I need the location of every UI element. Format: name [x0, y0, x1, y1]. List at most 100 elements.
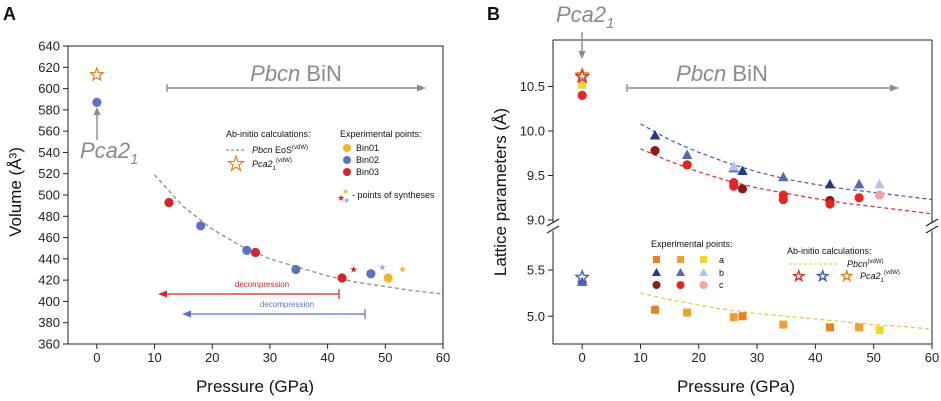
panel-a-ytick-label: 520 [38, 166, 60, 181]
panel-a-point-bin02 [92, 97, 102, 108]
legend-b-abinitio-title: Ab-initio calculations: [787, 246, 872, 256]
panel-b-point-b-bin02 [576, 276, 588, 287]
panel-a-ytick-label: 480 [38, 209, 60, 224]
panel-b-ytick-label: 10.5 [520, 79, 545, 94]
legend-a-bin02 [677, 256, 684, 263]
panel-b-ylabel: Lattice parameters (Å) [491, 108, 510, 276]
panel-a-point-bin03 [337, 273, 347, 283]
panel-b-point-a-bin02 [729, 313, 738, 322]
panel-a-xtick-label: 40 [320, 350, 334, 365]
panel-a-label: A [3, 4, 16, 24]
panel-a-xlabel: Pressure (GPa) [196, 377, 314, 396]
legend-row-b: b [719, 268, 724, 278]
panel-b-break-mark-right [925, 225, 939, 234]
legend-b-star-red: ☆ [792, 268, 805, 285]
panel-b-point-b-bin03 [737, 165, 748, 176]
panel-b-legend-abinitio: Ab-initio calculations: Pbcn(vdW) ☆ ☆ ☆ … [787, 246, 900, 285]
panel-b-label: B [487, 4, 500, 24]
legend-synth-star-red: ★ [337, 193, 345, 203]
panel-b-point-c-bin02 [682, 160, 692, 170]
panel-a-point-bin03 [164, 197, 174, 208]
panel-a-xtick-label: 10 [147, 350, 161, 365]
panel-a-ytick-label: 420 [38, 273, 60, 288]
panel-b-point-a-bin02 [779, 320, 788, 329]
legend-a-bin01 [700, 256, 707, 263]
panel-b-xtick-label: 40 [808, 350, 822, 365]
panel-a-xtick-label: 50 [378, 350, 392, 365]
panel-a-ytick-label: 360 [38, 337, 60, 352]
panel-a-ytick-label: 400 [38, 294, 60, 309]
legend-bin02-marker [343, 156, 351, 164]
panel-b-xtick-label: 20 [692, 350, 706, 365]
panel-b-marks [574, 66, 933, 335]
panel-b-point-c-bin03 [650, 145, 660, 156]
panel-a-ytick-label: 580 [38, 102, 60, 117]
legend-pca-star [226, 154, 246, 172]
panel-b-break-mark-right [925, 218, 939, 227]
legend-synth-star-orange: ★ [342, 187, 349, 196]
legend-bin02-label: Bin02 [356, 155, 379, 165]
legend-c-bin02 [676, 281, 685, 289]
panel-a-point-pca2-ab-initio- [88, 66, 105, 82]
legend-bin03-marker [343, 168, 351, 176]
panel-b-point-c-bin02 [778, 194, 788, 205]
panel-b-xtick-label: 10 [633, 350, 647, 365]
panel-b-xtick-label: 0 [579, 350, 586, 365]
panel-b-point-c-bin01 [874, 190, 885, 200]
panel-a-synthesis-star [399, 265, 406, 273]
panel-b-curve-a [640, 292, 933, 330]
panel-a-synthesis-star [350, 265, 357, 273]
panel-b-point-b-bin03 [824, 178, 836, 189]
panel-b-ytick-label: 5.0 [527, 309, 545, 324]
panel-a-ytick-label: 600 [38, 81, 60, 96]
legend-b-pbcn-label: Pbcn(vdW) [847, 259, 884, 269]
panel-a-decompression-red-label: decompression [235, 280, 289, 289]
panel-b-ytick-label: 9.5 [527, 168, 545, 183]
legend-b-exp-title: Experimental points: [651, 239, 733, 249]
panel-b-low-phase-arrow [578, 32, 586, 59]
panel-a-ytick-label: 620 [38, 60, 60, 75]
panel-b-point-c-bin03 [737, 184, 748, 194]
legend-b-pca-label: Pca21(vdW) [860, 270, 900, 284]
legend-eos-label: Pbcn EoS(vdW) [252, 145, 308, 155]
legend-bin01-marker [343, 144, 351, 152]
panel-b-point-b-bin02 [853, 178, 865, 189]
panel-b-point-a-bin02 [683, 308, 692, 317]
panel-b-pca-star [574, 66, 591, 82]
panel-b-point-pca2-ab-initio-b [574, 269, 590, 285]
panel-a-phase-arrow [166, 84, 426, 92]
legend-b-star-orange: ☆ [840, 268, 853, 285]
panel-b-xlabel: Pressure (GPa) [677, 377, 795, 396]
legend-syntheses-label: - points of syntheses [352, 190, 435, 200]
panel-b-point-c-bin02 [729, 181, 739, 191]
panel-b-point-b-bin02 [681, 149, 693, 160]
panel-a-ytick-label: 380 [38, 315, 60, 330]
legend-c-bin01 [699, 281, 708, 289]
legend-synth-star-blue: ★ [343, 196, 350, 205]
legend-abinitio-title: Ab-initio calculations: [226, 129, 311, 139]
panel-a-low-phase-arrow [93, 107, 101, 140]
panel-b-xtick-label: 60 [925, 350, 939, 365]
legend-b-star-blue: ☆ [816, 268, 829, 285]
panel-b-point-b-bin01 [874, 178, 885, 189]
panel-b-pca-star [574, 68, 590, 84]
panel-b-break-mark-left [546, 225, 560, 234]
panel-a-xtick-label: 0 [93, 350, 100, 365]
panel-a-xtick-label: 30 [263, 350, 277, 365]
panel-a-ytick-label: 640 [38, 39, 60, 54]
panel-a-ytick-label: 560 [38, 124, 60, 139]
panel-a-point-bin02 [242, 245, 252, 255]
panel-b-ytick-label: 10.0 [520, 124, 545, 139]
panel-b-point-a-bin03 [651, 305, 660, 314]
panel-b-ytick-label: 5.5 [527, 263, 545, 278]
panel-a-xtick-label: 20 [205, 350, 219, 365]
panel-b-point-b-bin02 [778, 171, 789, 182]
legend-bin01-label: Bin01 [356, 143, 379, 153]
panel-b-point-a-bin03 [825, 323, 834, 332]
panel-a-eos-curve [154, 174, 444, 295]
panel-a-marks [88, 66, 444, 295]
panel-b-point-b-bin03 [649, 129, 661, 140]
legend-b-bin02 [676, 268, 685, 276]
panel-b-break-mark-left [546, 218, 560, 227]
